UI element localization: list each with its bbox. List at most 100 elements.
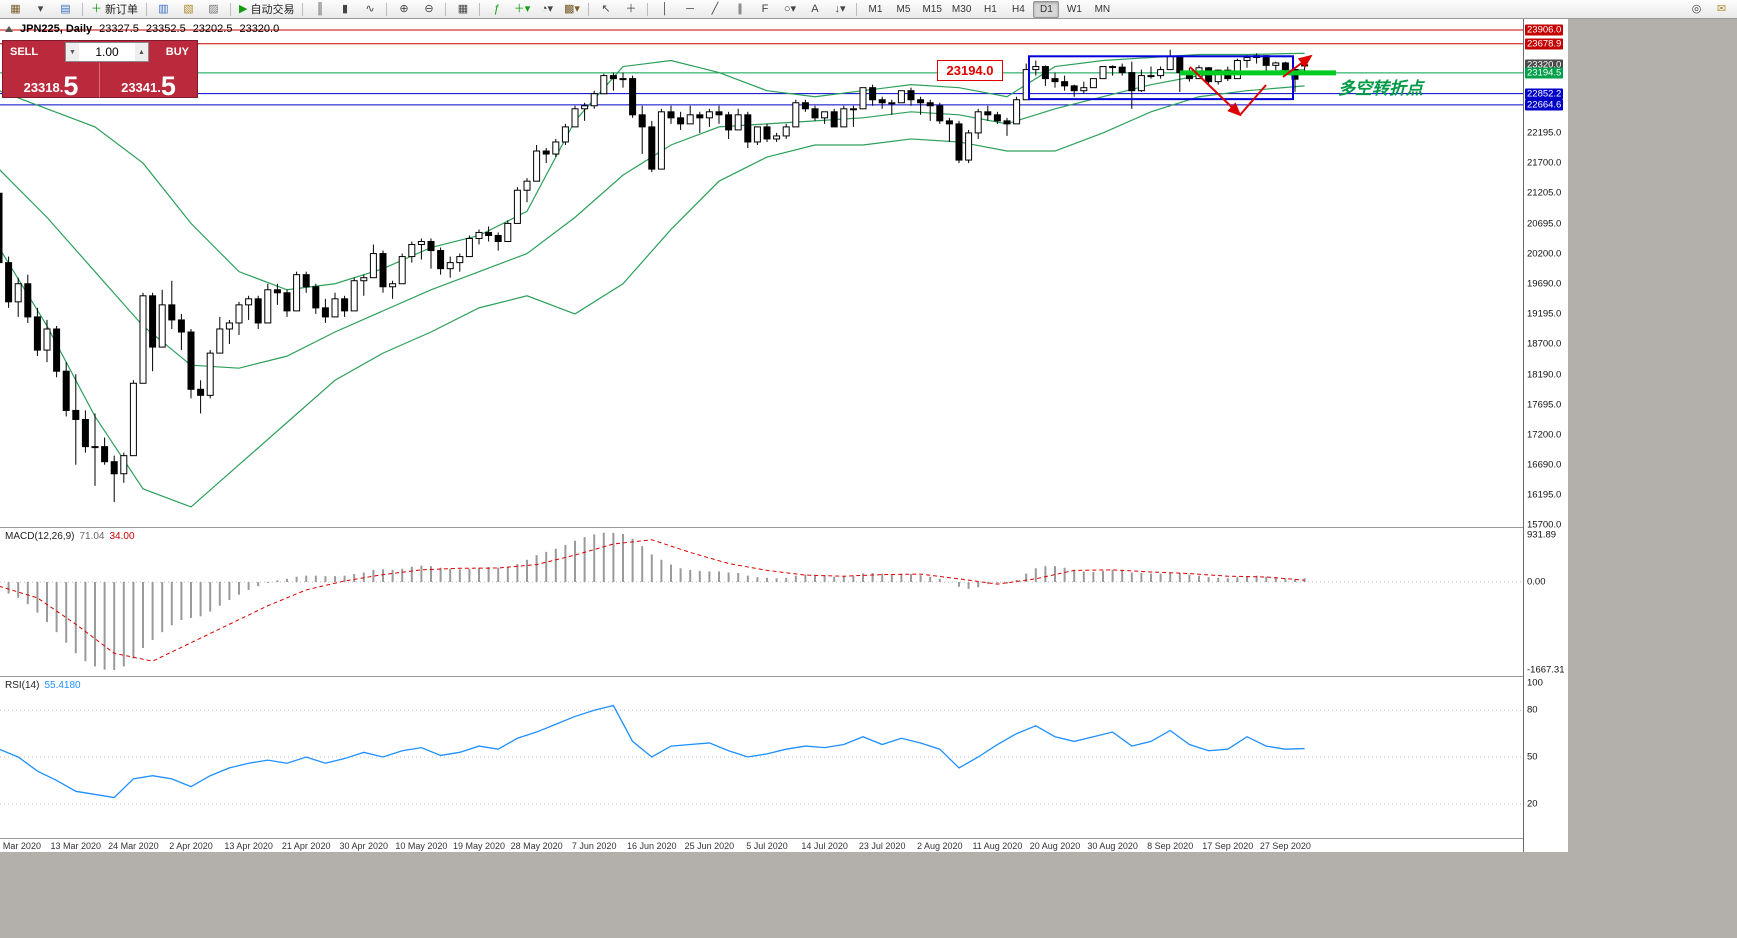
price-tick: 16690.0	[1527, 459, 1562, 471]
cursor-icon: ↖	[601, 2, 611, 15]
channel-button[interactable]: ∥	[728, 0, 751, 19]
community-icon: ✉	[1716, 2, 1727, 15]
volume-increase-icon[interactable]: ▲	[135, 43, 148, 61]
time-tick: 2 Apr 2020	[169, 841, 213, 851]
toolbar-separator	[856, 2, 858, 16]
line-chart-button[interactable]: ∿	[358, 0, 381, 19]
price-tick: 100	[1527, 677, 1543, 689]
shapes-icon: ○▾	[783, 2, 797, 15]
market-watch-button[interactable]: ▥	[152, 0, 175, 19]
timeframe-mn-button[interactable]: MN	[1094, 3, 1111, 15]
time-tick: 5 Jul 2020	[746, 841, 788, 851]
price-tick: 17200.0	[1527, 429, 1562, 441]
timeframe-m1-button[interactable]: M1	[868, 3, 883, 15]
timeframe-m30-button[interactable]: M30	[951, 3, 972, 15]
rsi-indicator-label: RSI(14) 55.4180	[5, 680, 81, 691]
volume-input[interactable]: ▼ 1.00 ▲	[65, 42, 149, 62]
search-icon: ◎	[1691, 2, 1702, 15]
periods-dropdown[interactable]: ◔▾	[535, 0, 558, 19]
toolbar-separator	[445, 2, 447, 16]
price-tick: 20	[1527, 798, 1538, 810]
trendline-button[interactable]: ╱	[703, 0, 726, 19]
terminal-button[interactable]: ▨	[202, 0, 225, 19]
autotrading-button[interactable]: ▶ 自动交易	[236, 0, 297, 19]
templates-dropdown[interactable]: ▩▾	[560, 0, 583, 19]
fibonacci-button[interactable]: F	[753, 0, 776, 19]
time-tick: 7 Jun 2020	[571, 841, 617, 851]
zoom-out-icon: ⊖	[424, 2, 434, 15]
text-button[interactable]: A	[803, 0, 826, 19]
one-click-collapse-icon[interactable]	[5, 26, 13, 32]
time-tick: 23 Jul 2020	[858, 841, 906, 851]
cursor-button[interactable]: ↖	[594, 0, 617, 19]
vertical-line-button[interactable]: │	[653, 0, 676, 19]
price-tick: 931.89	[1527, 529, 1557, 541]
market-watch-icon: ▥	[158, 2, 169, 15]
new-chart-button[interactable]: ▦	[4, 0, 27, 19]
horizontal-line-button[interactable]: ─	[678, 0, 701, 19]
toolbar: ▦ ▾ ▤ ＋新订单 ▥ ▧ ▨ ▶ 自动交易 ║ ▮ ∿ ⊕ ⊖ ▦ ƒ ＋▾ ◔▾ ▩▾ ↖ ＋ │ ─ ╱ ∥ F ○▾ A ↓▾…	[0, 0, 1737, 19]
chart-info: JPN225, Daily 23327.5 23352.5 23202.5 23…	[5, 23, 279, 35]
toolbar-separator	[82, 2, 83, 16]
timeframe-h4-button[interactable]: H4	[1011, 3, 1025, 15]
profiles-button[interactable]: ▤	[54, 0, 77, 19]
tile-windows-icon: ▦	[457, 2, 469, 15]
templates-icon: ▩▾	[564, 2, 580, 15]
indicators-button[interactable]: ƒ	[485, 0, 508, 19]
timeframe-m15-button[interactable]: M15	[922, 3, 942, 15]
arrows-dropdown[interactable]: ↓▾	[828, 0, 851, 19]
price-tick: 21205.0	[1527, 187, 1562, 199]
open-value: 23327.5	[99, 23, 139, 35]
price-tick: 21700.0	[1527, 157, 1562, 169]
timeframe-m5-button[interactable]: M5	[896, 3, 911, 15]
new-chart-icon: ▦	[10, 2, 21, 15]
community-button[interactable]: ✉	[1710, 0, 1733, 19]
bar-chart-button[interactable]: ║	[308, 0, 331, 19]
navigator-button[interactable]: ▧	[177, 0, 200, 19]
vertical-line-icon: │	[661, 2, 669, 15]
time-tick: 30 Aug 2020	[1087, 841, 1138, 851]
time-tick: 17 Sep 2020	[1202, 841, 1254, 851]
tile-windows-button[interactable]: ▦	[451, 0, 474, 19]
shapes-dropdown[interactable]: ○▾	[778, 0, 801, 19]
price-tick: 20695.0	[1527, 218, 1562, 230]
chart-button-icon: ▾	[37, 2, 44, 15]
price-level-label: 23320.0	[1525, 59, 1564, 71]
toolbar-separator	[588, 2, 590, 16]
pane-separator[interactable]	[0, 676, 1523, 677]
toolbar-separator	[230, 2, 231, 16]
zoom-out-button[interactable]: ⊖	[417, 0, 440, 19]
chart-dropdown-button[interactable]: ▾	[29, 0, 52, 19]
new-order-button-label: 新订单	[105, 4, 138, 16]
workspace-background: JPN225, Daily 23327.5 23352.5 23202.5 23…	[0, 19, 1737, 938]
sell-button[interactable]: 23318. 5	[3, 63, 100, 100]
terminal-icon: ▨	[208, 2, 219, 15]
time-tick: 2 Aug 2020	[917, 841, 963, 851]
sell-button-label[interactable]: SELL	[10, 46, 39, 58]
indicator-list-dropdown[interactable]: ＋▾	[510, 0, 533, 19]
search-button[interactable]: ◎	[1685, 0, 1708, 19]
new-order-button[interactable]: ＋新订单	[88, 0, 141, 19]
buy-button[interactable]: 23341. 5	[100, 63, 197, 100]
price-annotation-box[interactable]: 23194.0	[937, 60, 1003, 81]
timeframe-w1-button[interactable]: W1	[1066, 3, 1082, 15]
candlestick-chart-button[interactable]: ▮	[333, 0, 356, 19]
macd-chart[interactable]	[0, 529, 1523, 675]
buy-button-label[interactable]: BUY	[165, 46, 189, 58]
price-scale[interactable]: 22195.0 21700.0 21205.0 20695.0 20200.0 19690…	[1523, 19, 1568, 852]
rsi-chart[interactable]	[0, 678, 1523, 837]
price-chart[interactable]	[0, 19, 1523, 527]
crosshair-button[interactable]: ＋	[619, 0, 642, 19]
time-axis[interactable]: 5 Mar 2020 13 Mar 2020 24 Mar 2020 2 Apr 20…	[0, 838, 1523, 852]
pane-separator[interactable]	[0, 527, 1523, 528]
timeframe-d1-button[interactable]: D1	[1033, 0, 1060, 18]
trendline-icon: ╱	[711, 2, 719, 15]
zoom-in-button[interactable]: ⊕	[392, 0, 415, 19]
price-tick: 16195.0	[1527, 489, 1562, 501]
timeframe-h1-button[interactable]: H1	[983, 3, 997, 15]
indicators-icon: ƒ	[493, 2, 501, 15]
macd-value: 71.04	[79, 531, 105, 542]
volume-decrease-icon[interactable]: ▼	[66, 43, 79, 61]
turning-point-note[interactable]: 多空转折点	[1338, 79, 1423, 98]
time-tick: 13 Apr 2020	[224, 841, 273, 851]
